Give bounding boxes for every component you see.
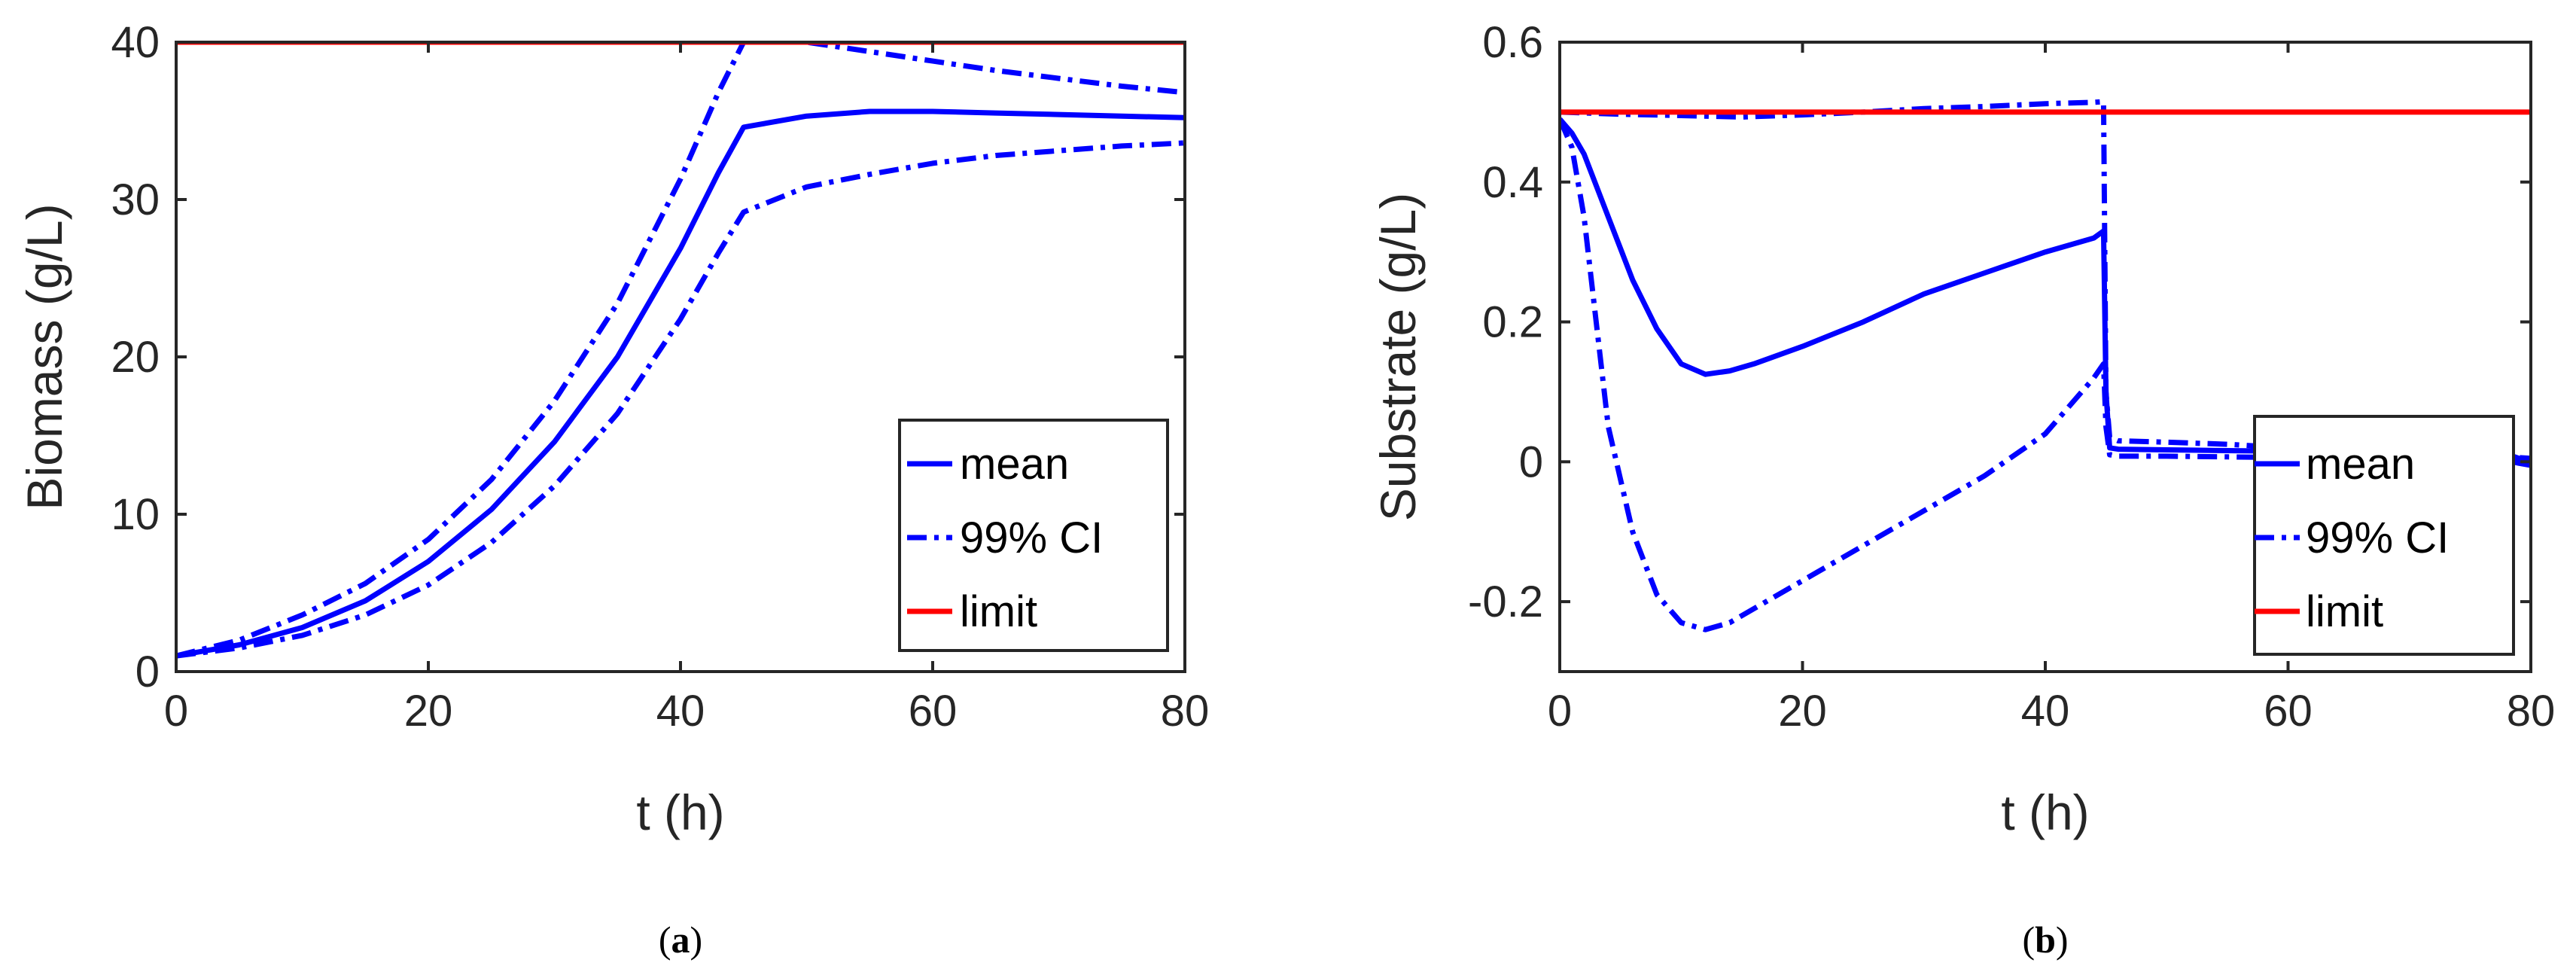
x-tick-label: 40 [2021,687,2070,736]
x-tick-label: 60 [909,687,958,736]
y-tick-label: 20 [111,333,160,382]
biomass-chart: 0 20 40 60 80 0 10 20 30 40 t (h) Biomass (g/L) m… [17,18,1209,961]
y-tick-label: 40 [111,18,160,67]
y-tick-label: 30 [111,175,160,224]
y-tick-label: 0.2 [1482,298,1543,347]
y-tick-label: 10 [111,490,160,539]
y-tick-label: 0 [1519,437,1543,486]
caption-b: (b) [2022,919,2068,961]
x-tick-label: 80 [1161,687,1210,736]
x-axis-label: t (h) [636,785,724,840]
legend: mean 99% CI limit [2253,415,2515,656]
y-tick-label: 0 [135,647,160,696]
x-tick-label: 0 [164,687,188,736]
x-tick-label: 0 [1548,687,1572,736]
legend: mean 99% CI limit [898,419,1169,652]
y-axis-label: Biomass (g/L) [17,203,72,510]
legend-label-ci: 99% CI [960,513,1103,562]
legend-label-mean: mean [960,440,1069,489]
x-tick-label: 60 [2264,687,2313,736]
plot-frame [175,41,1186,673]
tick-group: 0 20 40 60 80 -0.2 0 0.2 0.4 0.6 [1468,18,2555,736]
legend-label-limit: limit [2306,587,2383,636]
caption-a: (a) [659,919,702,961]
caption-letter: a [671,919,690,961]
y-tick-label: -0.2 [1468,577,1543,626]
series-line-99-ci-upper [176,42,1185,659]
y-axis-label: Substrate (g/L) [1370,193,1426,522]
y-tick-label: 0.6 [1482,18,1543,67]
series-line-99-ci-lower [176,140,1185,659]
tick-group: 0 20 40 60 80 0 10 20 30 40 [111,18,1209,736]
series-line-mean [176,108,1185,659]
x-tick-label: 20 [1778,687,1827,736]
series-group [176,42,1185,659]
x-tick-label: 20 [404,687,453,736]
x-tick-label: 80 [2507,687,2556,736]
x-axis-label: t (h) [2001,785,2089,840]
legend-label-ci: 99% CI [2306,513,2449,562]
caption-letter: b [2035,919,2056,961]
legend-label-limit: limit [960,587,1037,636]
substrate-chart: 0 20 40 60 80 -0.2 0 0.2 0.4 0.6 t (h) Substrate … [1370,18,2555,961]
y-tick-label: 0.4 [1482,158,1543,207]
legend-label-mean: mean [2306,440,2415,489]
plot-frame [1558,41,2532,673]
x-tick-label: 40 [656,687,705,736]
